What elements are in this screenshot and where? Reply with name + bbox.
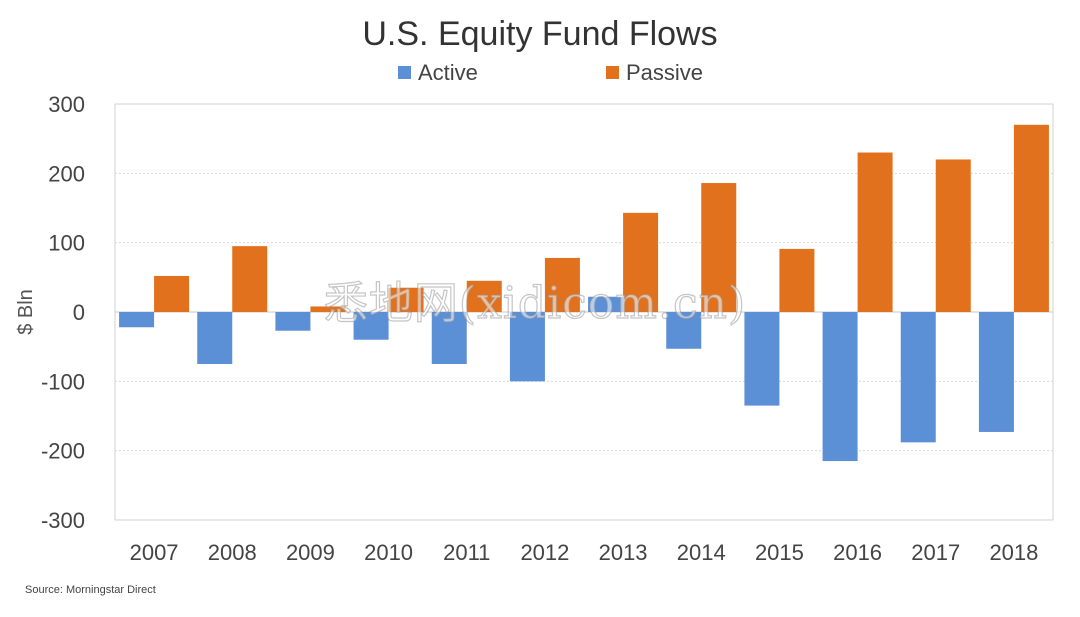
bar-active bbox=[900, 312, 936, 443]
bar-passive bbox=[623, 212, 659, 312]
x-tick-label: 2016 bbox=[833, 540, 882, 565]
x-tick-label: 2014 bbox=[677, 540, 726, 565]
bar-active bbox=[509, 312, 545, 382]
bar-active bbox=[353, 312, 389, 340]
bar-active bbox=[119, 312, 155, 328]
bar-active bbox=[275, 312, 311, 331]
y-tick-label: 300 bbox=[48, 92, 85, 117]
bar-passive bbox=[857, 152, 893, 312]
legend-swatch-active bbox=[398, 66, 411, 79]
bar-passive bbox=[388, 287, 424, 312]
y-tick-label: -200 bbox=[41, 439, 85, 464]
x-tick-label: 2018 bbox=[989, 540, 1038, 565]
bar-passive bbox=[544, 257, 580, 312]
legend-label-active: Active bbox=[418, 60, 478, 85]
x-tick-label: 2011 bbox=[443, 540, 490, 565]
y-tick-label: -300 bbox=[41, 508, 85, 533]
bar-passive bbox=[154, 275, 190, 312]
x-tick-label: 2017 bbox=[911, 540, 960, 565]
x-tick-label: 2013 bbox=[599, 540, 648, 565]
y-tick-label: 100 bbox=[48, 231, 85, 256]
watermark: 悉地网(xidicom.cn) bbox=[324, 278, 746, 329]
bar-active bbox=[588, 296, 624, 312]
y-tick-label: 0 bbox=[73, 300, 85, 325]
x-tick-label: 2012 bbox=[520, 540, 569, 565]
source-note: Source: Morningstar Direct bbox=[25, 584, 156, 596]
x-tick-label: 2008 bbox=[208, 540, 257, 565]
plot-area: 300 200 100 0 -100 -200 -300 2007 2008 2009 2010 20… bbox=[41, 92, 1054, 565]
bar-passive bbox=[310, 306, 346, 312]
bar-active bbox=[822, 312, 858, 462]
bar-passive bbox=[1013, 124, 1049, 312]
bar-active bbox=[197, 312, 233, 364]
bar-active bbox=[431, 312, 467, 364]
y-tick-label: -100 bbox=[41, 369, 85, 394]
bar-active bbox=[978, 312, 1014, 432]
bar-passive bbox=[779, 248, 815, 312]
x-tick-label: 2009 bbox=[286, 540, 335, 565]
bar-passive bbox=[935, 159, 971, 312]
x-tick-label: 2015 bbox=[755, 540, 804, 565]
bar-passive bbox=[232, 246, 268, 312]
bar-active bbox=[744, 312, 780, 406]
legend-swatch-passive bbox=[606, 66, 619, 79]
legend: Active Passive bbox=[398, 60, 703, 85]
x-tick-label: 2007 bbox=[130, 540, 179, 565]
bar-passive bbox=[701, 183, 737, 312]
chart-title: U.S. Equity Fund Flows bbox=[362, 15, 717, 53]
y-tick-label: 200 bbox=[48, 161, 85, 186]
bar-active bbox=[666, 312, 702, 349]
legend-label-passive: Passive bbox=[626, 60, 703, 85]
bar-passive bbox=[466, 280, 502, 312]
x-tick-label: 2010 bbox=[364, 540, 413, 565]
y-axis-label: $ Bln bbox=[15, 289, 37, 335]
